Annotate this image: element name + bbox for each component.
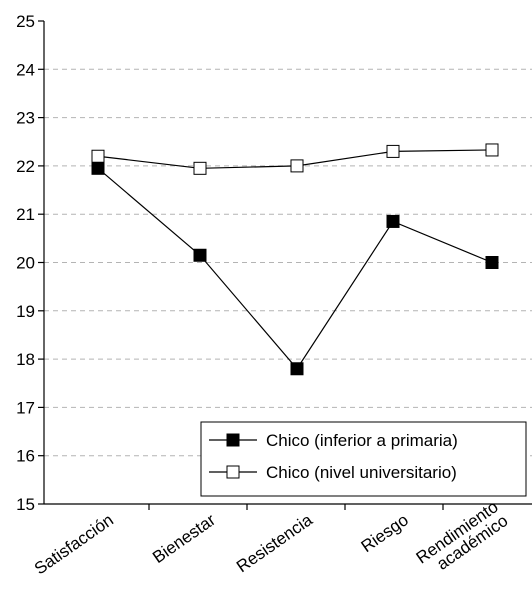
x-tick-label-line-0-0: Satisfacción: [31, 510, 117, 578]
x-tick-label-line-1-0: Bienestar: [149, 510, 219, 567]
series-0-point-2: [290, 362, 304, 376]
y-tick-label-15: 15: [16, 495, 35, 514]
x-axis-ticks: Satisfacción Bienestar Resistencia Riesgo Re…: [31, 497, 512, 581]
series-1-point-4: [485, 143, 499, 157]
series-group: [91, 143, 499, 376]
series-0-point-0: [91, 161, 105, 175]
x-tick-label-4: Rendimientoacadémico: [413, 497, 512, 581]
x-tick-label-line-2-0: Resistencia: [233, 510, 316, 576]
legend-box: [200, 421, 527, 497]
y-tick-label-22: 22: [16, 157, 35, 176]
y-tick-label-23: 23: [16, 109, 35, 128]
series-1-point-2: [290, 159, 304, 173]
legend-label-1: Chico (nivel universitario): [266, 463, 457, 482]
series-1-point-1: [193, 161, 207, 175]
series-1-point-0: [91, 149, 105, 163]
x-tick-label-2: Resistencia: [233, 510, 316, 576]
legend-label-0: Chico (inferior a primaria): [266, 431, 458, 450]
series-0-point-4: [485, 256, 499, 269]
y-tick-label-20: 20: [16, 254, 35, 273]
y-tick-label-21: 21: [16, 205, 35, 224]
series-line-0: [97, 167, 493, 370]
grid-lines: [44, 68, 532, 457]
y-tick-label-18: 18: [16, 350, 35, 369]
y-tick-label-24: 24: [16, 60, 35, 79]
y-axis-ticks: 15 16 17 18 19 20 21 22 23 24 25: [16, 12, 44, 514]
series-0-point-3: [386, 214, 400, 228]
series-1-point-3: [386, 144, 400, 158]
legend-marker-0: [226, 433, 240, 447]
legend-marker-1: [226, 465, 240, 479]
y-tick-label-16: 16: [16, 447, 35, 466]
series-0-point-1: [193, 248, 207, 262]
x-tick-label-line-3-0: Riesgo: [358, 510, 412, 556]
legend: Chico (inferior a primaria) Chico (nivel…: [200, 421, 527, 497]
x-tick-label-3: Riesgo: [358, 510, 412, 556]
y-tick-label-19: 19: [16, 302, 35, 321]
y-tick-label-25: 25: [16, 12, 35, 31]
x-tick-label-0: Satisfacción: [31, 510, 117, 578]
y-tick-label-17: 17: [16, 398, 35, 417]
x-tick-label-1: Bienestar: [149, 510, 219, 567]
